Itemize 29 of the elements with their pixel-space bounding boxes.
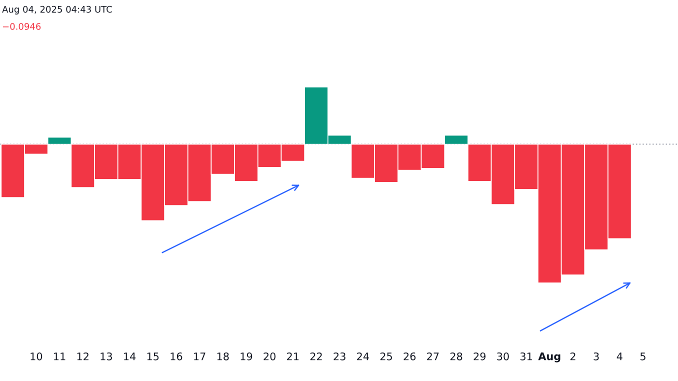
x-tick-label: 31 xyxy=(520,352,532,360)
x-tick-label: 16 xyxy=(170,352,182,360)
x-tick-label: 13 xyxy=(100,352,112,360)
x-tick-label: 21 xyxy=(287,352,299,360)
x-tick-label: 12 xyxy=(77,352,88,360)
x-tick-label: 17 xyxy=(194,352,206,360)
x-tick-label: 2 xyxy=(570,352,576,360)
x-tick-label: 18 xyxy=(217,352,229,360)
x-tick-label: 29 xyxy=(474,352,486,360)
x-tick-label: 4 xyxy=(616,352,622,360)
x-tick-label: 24 xyxy=(357,352,369,360)
x-tick-label: 30 xyxy=(497,352,509,360)
x-tick-label: 3 xyxy=(594,352,599,360)
x-tick-label: 23 xyxy=(334,352,346,360)
x-tick-label: 20 xyxy=(264,352,276,360)
x-tick-label: 22 xyxy=(310,352,322,360)
x-tick-label: 14 xyxy=(124,352,136,360)
x-tick-label: 11 xyxy=(54,352,66,360)
x-tick-label: 25 xyxy=(380,352,392,360)
text: Aug 04, 2025 04:43 UTC xyxy=(2,6,112,14)
x-tick-label: 5 xyxy=(640,352,646,360)
x-tick-label: Aug xyxy=(538,352,560,362)
x-tick-label: 26 xyxy=(404,352,416,360)
x-tick-label: 15 xyxy=(147,352,159,360)
x-tick-label: 19 xyxy=(240,352,252,360)
x-tick-label: 27 xyxy=(427,352,439,360)
x-tick-label: 10 xyxy=(30,352,42,360)
text: −0.0946 xyxy=(2,23,41,30)
x-tick-label: 28 xyxy=(450,352,462,360)
